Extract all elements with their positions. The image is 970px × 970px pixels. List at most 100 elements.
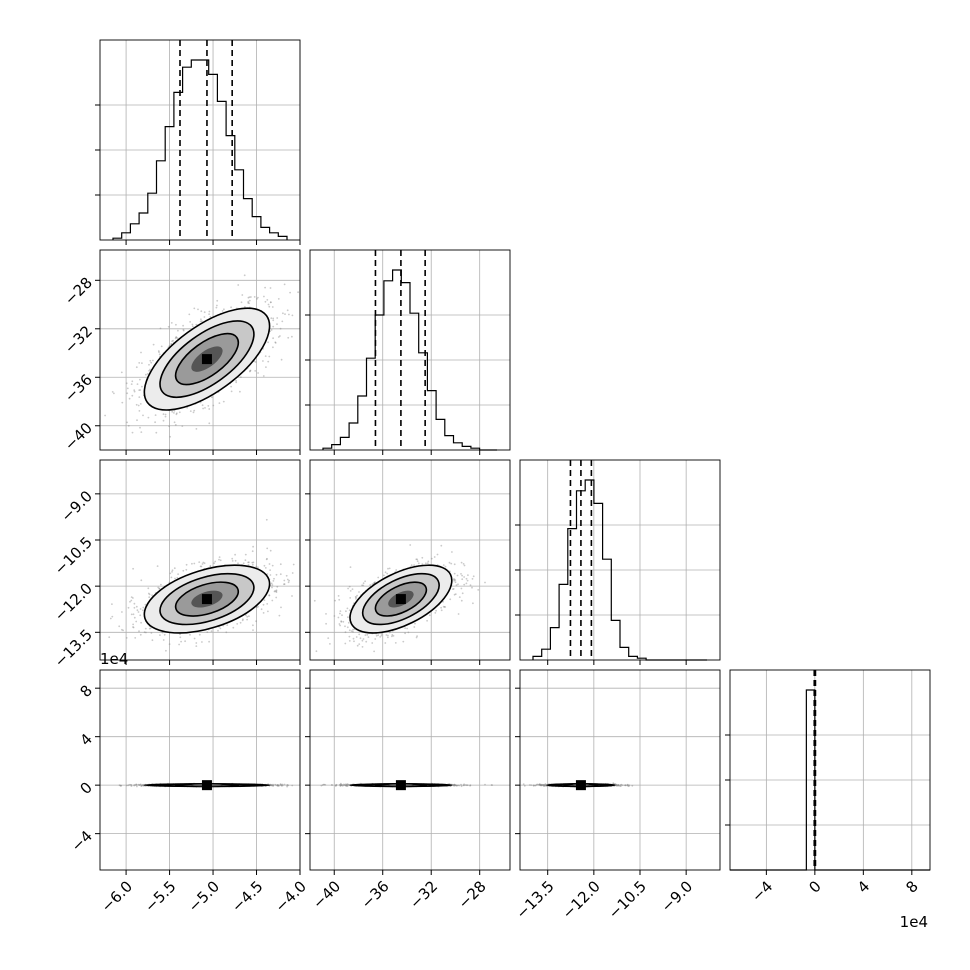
- sample-point: [266, 603, 269, 605]
- sample-point: [284, 313, 286, 315]
- sample-point: [201, 404, 204, 407]
- sample-point: [235, 381, 238, 384]
- sample-point: [355, 597, 357, 600]
- sample-point: [201, 641, 203, 643]
- sample-point: [327, 637, 330, 639]
- sample-point: [133, 389, 136, 391]
- sample-point: [347, 621, 350, 624]
- sample-point: [274, 590, 276, 592]
- sample-point: [292, 563, 295, 566]
- sample-point: [281, 320, 284, 323]
- sample-point: [218, 558, 220, 561]
- sample-point: [276, 317, 279, 319]
- sample-point: [373, 650, 375, 653]
- sample-point: [287, 784, 290, 787]
- sample-point: [354, 596, 357, 598]
- sample-point: [272, 346, 274, 349]
- sample-point: [271, 586, 273, 589]
- sample-point: [271, 584, 274, 586]
- sample-point: [181, 425, 184, 427]
- sample-point: [240, 301, 243, 304]
- scatter-panel-4-1: [95, 669, 301, 875]
- sample-point: [127, 424, 130, 427]
- sample-point: [214, 560, 217, 563]
- histogram-step: [112, 59, 288, 240]
- sample-point: [325, 613, 327, 615]
- sample-point: [454, 579, 457, 582]
- sample-point: [268, 594, 271, 597]
- sample-point: [409, 544, 412, 546]
- sample-point: [129, 600, 131, 603]
- sample-point: [245, 614, 247, 617]
- sample-point: [133, 390, 136, 393]
- sample-point: [244, 553, 247, 556]
- sample-point: [465, 582, 468, 585]
- sample-point: [264, 355, 267, 357]
- sample-point: [355, 596, 357, 599]
- sample-point: [461, 574, 463, 577]
- sample-point: [139, 389, 142, 391]
- sample-point: [113, 392, 115, 395]
- sample-point: [192, 411, 195, 414]
- sample-point: [270, 317, 273, 320]
- sample-point: [361, 639, 364, 642]
- sample-point: [386, 572, 389, 575]
- sample-point: [209, 316, 212, 318]
- sample-point: [235, 379, 238, 382]
- sample-point: [253, 296, 256, 298]
- sample-point: [148, 363, 150, 366]
- sample-point: [148, 596, 151, 599]
- sample-point: [274, 341, 277, 344]
- sample-point: [262, 375, 265, 377]
- sample-point: [145, 373, 147, 376]
- sample-point: [118, 625, 121, 628]
- sample-point: [148, 593, 151, 596]
- sample-point: [358, 591, 360, 593]
- sample-point: [452, 578, 455, 581]
- sample-point: [462, 563, 465, 565]
- sample-point: [203, 562, 206, 565]
- sample-point: [111, 391, 114, 393]
- histogram-step: [322, 269, 497, 451]
- sample-point: [384, 642, 387, 644]
- density-peak: [395, 594, 406, 605]
- sample-point: [189, 321, 192, 323]
- sample-point: [362, 584, 365, 587]
- sample-point: [283, 583, 286, 585]
- sample-point: [279, 573, 282, 576]
- sample-point: [138, 630, 140, 633]
- sample-point: [262, 603, 265, 606]
- panel-frame: [519, 459, 721, 661]
- sample-point: [394, 642, 397, 644]
- sample-point: [365, 640, 368, 643]
- sample-point: [263, 295, 265, 298]
- sample-point: [289, 291, 291, 294]
- sample-point: [142, 609, 144, 612]
- sample-point: [366, 633, 369, 636]
- sample-point: [266, 299, 269, 301]
- sample-point: [195, 645, 198, 647]
- sample-point: [248, 296, 251, 298]
- sample-point: [283, 583, 285, 586]
- sample-point: [148, 369, 151, 372]
- histogram-panel-1: [95, 39, 301, 245]
- sample-point: [371, 583, 374, 586]
- sample-point: [269, 549, 272, 552]
- sample-point: [285, 574, 288, 577]
- sample-point: [374, 638, 377, 640]
- sample-point: [136, 609, 139, 612]
- sample-point: [127, 606, 130, 609]
- sample-point: [472, 602, 474, 605]
- sample-point: [142, 414, 144, 417]
- sample-point: [200, 310, 203, 313]
- sample-point: [208, 310, 211, 313]
- sample-point: [452, 588, 454, 590]
- sample-point: [159, 327, 162, 330]
- sample-point: [369, 584, 372, 586]
- sample-point: [273, 590, 276, 593]
- sample-point: [263, 599, 266, 602]
- sample-point: [275, 573, 278, 576]
- sample-point: [157, 586, 160, 589]
- sample-point: [355, 636, 358, 638]
- sample-point: [367, 636, 370, 638]
